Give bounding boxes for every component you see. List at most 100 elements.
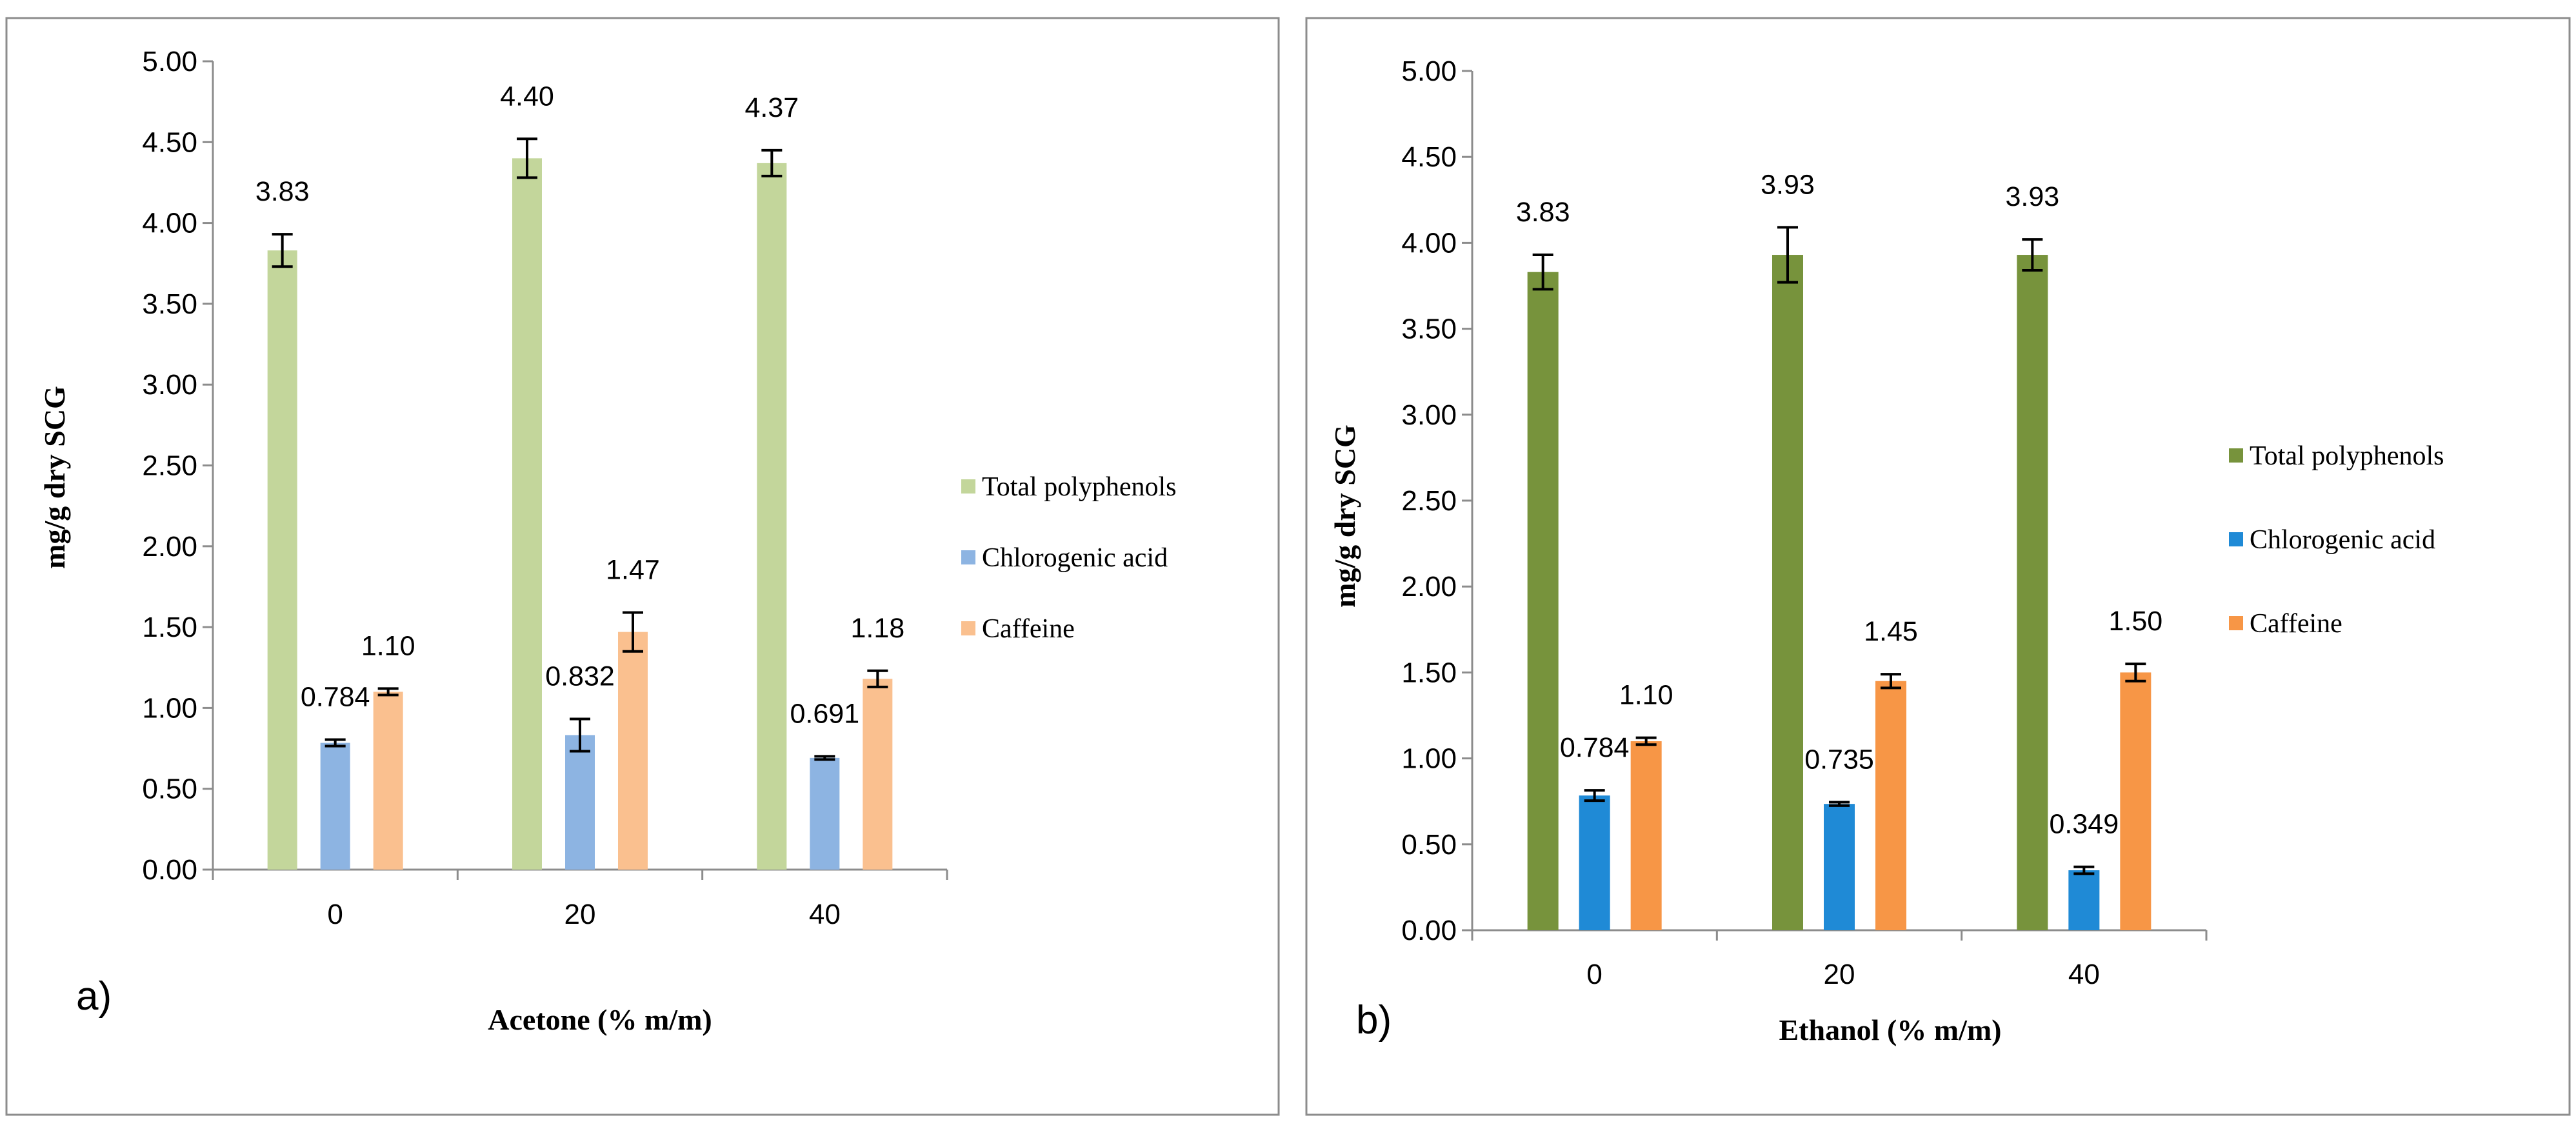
- panel-b-value-label: 1.45: [1864, 616, 1918, 647]
- panel-a-y-tick-label: 1.00: [142, 692, 197, 724]
- panel-b-error-bar: [1881, 673, 1901, 690]
- panel-b-frame: [1305, 17, 2571, 1116]
- panel-b-tag: b): [1356, 998, 1392, 1042]
- panel-a-y-tick-label: 0.50: [142, 773, 197, 805]
- panel-a-x-axis-title: Acetone (% m/m): [488, 1003, 712, 1036]
- panel-a-value-label: 1.47: [606, 555, 660, 586]
- panel-a-plot: 0.00 0.50 1.00 1.50 2.00 2.50 3.00 3.50 4.00 4.50…: [142, 46, 948, 930]
- panel-b: 0.00 0.50 1.00 1.50 2.00 2.50 3.00 3.50 4.00 4.50…: [1305, 17, 2571, 1116]
- panel-a-bar-total-polyphenols-40: [757, 163, 787, 870]
- panel-a-bar-total-polyphenols-0: [267, 250, 297, 870]
- panel-a-value-label: 0.832: [545, 661, 615, 692]
- panel-b-error-bar: [1777, 226, 1798, 284]
- panel-a-error-bar: [867, 669, 888, 688]
- panel-a-value-label: 1.10: [361, 630, 415, 661]
- panel-a-y-tick-label: 1.50: [142, 612, 197, 643]
- panel-b-bar-total-polyphenols-40: [2017, 255, 2048, 931]
- panel-b-legend-label-chlorogenic-acid: Chlorogenic acid: [2250, 525, 2435, 555]
- panel-b-legend-label-caffeine: Caffeine: [2250, 609, 2342, 639]
- panel-a-legend: Total polyphenols Chlorogenic acid Caffe…: [961, 472, 1177, 644]
- panel-a-x-tick-label: 40: [809, 899, 841, 930]
- panel-a-value-label: 1.18: [850, 613, 904, 644]
- panel-a-bar-chlorogenic-acid-40: [810, 757, 840, 870]
- panel-b-error-bar: [2022, 238, 2043, 272]
- panel-b-y-tick-label: 1.00: [1401, 743, 1457, 775]
- panel-b-error-bar: [2073, 865, 2095, 875]
- panel-a-legend-swatch-total-polyphenols: [961, 479, 975, 494]
- panel-b-value-label: 0.784: [1560, 732, 1630, 763]
- panel-b-y-tick-label: 2.50: [1401, 485, 1457, 517]
- panel-a-y-tick-label: 3.00: [142, 369, 197, 401]
- panel-a-y-tick-label: 2.50: [142, 450, 197, 482]
- panel-a-value-label: 0.784: [301, 682, 370, 713]
- panel-b-value-label: 3.83: [1516, 197, 1570, 228]
- panel-b-y-tick-label: 3.00: [1401, 399, 1457, 431]
- panel-a-bar-total-polyphenols-20: [512, 158, 542, 870]
- panel-b-error-bar: [1635, 736, 1657, 746]
- panel-b-y-tick-label: 0.00: [1401, 915, 1457, 946]
- panel-a-x-tick-label: 20: [564, 899, 596, 930]
- panel-b-x-tick-label: 0: [1586, 959, 1602, 990]
- panel-a-bar-chlorogenic-acid-20: [565, 735, 595, 870]
- panel-a-frame: [5, 17, 1280, 1116]
- panel-b-x-axis-title: Ethanol (% m/m): [1779, 1013, 2002, 1046]
- panel-a-value-label: 0.691: [790, 698, 860, 729]
- panel-b-value-label: 0.735: [1804, 744, 1874, 775]
- panel-b-error-bar: [2125, 663, 2146, 683]
- panel-b-y-tick-label: 5.00: [1401, 55, 1457, 87]
- panel-b-value-label: 1.50: [2108, 606, 2162, 637]
- panel-b-legend-label-total-polyphenols: Total polyphenols: [2250, 441, 2444, 471]
- panel-a-bar-caffeine-20: [618, 632, 648, 870]
- panel-b-y-tick-label: 4.00: [1401, 227, 1457, 259]
- panel-a-error-bar: [324, 738, 346, 748]
- panel-a-error-bar: [814, 755, 835, 761]
- panel-a-x-tick-label: 0: [327, 899, 343, 930]
- panel-b-y-axis-title: mg/g dry SCG: [1328, 424, 1361, 608]
- panel-b-x-tick-label: 40: [2068, 959, 2100, 990]
- panel-a-y-tick-label: 4.00: [142, 208, 197, 239]
- panel-a-legend-label-chlorogenic-acid: Chlorogenic acid: [982, 543, 1168, 573]
- panel-a-legend-label-total-polyphenols: Total polyphenols: [982, 472, 1177, 502]
- panel-b-plot: 0.00 0.50 1.00 1.50 2.00 2.50 3.00 3.50 4.00 4.50…: [1401, 55, 2208, 990]
- panel-b-bar-total-polyphenols-0: [1527, 272, 1559, 930]
- panel-b-x-tick-label: 20: [1824, 959, 1855, 990]
- panel-a-bar-chlorogenic-acid-0: [320, 743, 350, 870]
- panel-b-y-tick-label: 4.50: [1401, 141, 1457, 173]
- panel-b-legend: Total polyphenols Chlorogenic acid Caffe…: [2229, 441, 2444, 639]
- panel-a-y-tick-label: 3.50: [142, 288, 197, 320]
- panel-b-legend-swatch-caffeine: [2229, 616, 2243, 630]
- panel-b-error-bar: [1532, 254, 1553, 291]
- panel-a-value-label: 3.83: [255, 176, 310, 207]
- panel-b-bar-chlorogenic-acid-40: [2068, 870, 2100, 930]
- panel-b-y-tick-label: 0.50: [1401, 829, 1457, 861]
- panel-a-y-tick-label: 2.00: [142, 531, 197, 563]
- panel-b-y-tick-label: 1.50: [1401, 657, 1457, 688]
- panel-a-legend-swatch-chlorogenic-acid: [961, 550, 975, 564]
- panel-b-error-bar: [1584, 789, 1605, 803]
- panel-b-bar-caffeine-20: [1875, 681, 1906, 930]
- panel-a-error-bar: [570, 717, 590, 753]
- panel-b-legend-swatch-chlorogenic-acid: [2229, 532, 2243, 546]
- panel-a-tag: a): [76, 974, 112, 1019]
- panel-a-error-bar: [272, 233, 293, 268]
- panel-a-y-tick-label: 4.50: [142, 126, 197, 158]
- panel-a-value-label: 4.40: [500, 81, 554, 112]
- panel-b-y-tick-label: 3.50: [1401, 314, 1457, 345]
- panel-a-y-axis-title: mg/g dry SCG: [38, 386, 71, 569]
- panel-b-value-label: 3.93: [1761, 169, 1815, 200]
- panel-b-value-label: 0.349: [2050, 809, 2119, 840]
- panel-b-bar-caffeine-0: [1630, 741, 1662, 930]
- panel-b-value-label: 3.93: [2005, 181, 2059, 212]
- panel-b-bar-chlorogenic-acid-20: [1824, 804, 1855, 930]
- panel-a-error-bar: [623, 611, 643, 653]
- panel-b-bar-total-polyphenols-20: [1772, 255, 1803, 931]
- panel-a-error-bar: [377, 687, 399, 697]
- panel-a-bar-caffeine-0: [373, 692, 403, 870]
- panel-b-y-tick-label: 2.00: [1401, 571, 1457, 603]
- panel-a-bar-caffeine-40: [863, 679, 893, 870]
- panel-a-y-tick-label: 0.00: [142, 854, 197, 886]
- panel-a-error-bar: [761, 148, 783, 177]
- panel-a-error-bar: [517, 137, 537, 179]
- panel-b-value-label: 1.10: [1619, 680, 1673, 711]
